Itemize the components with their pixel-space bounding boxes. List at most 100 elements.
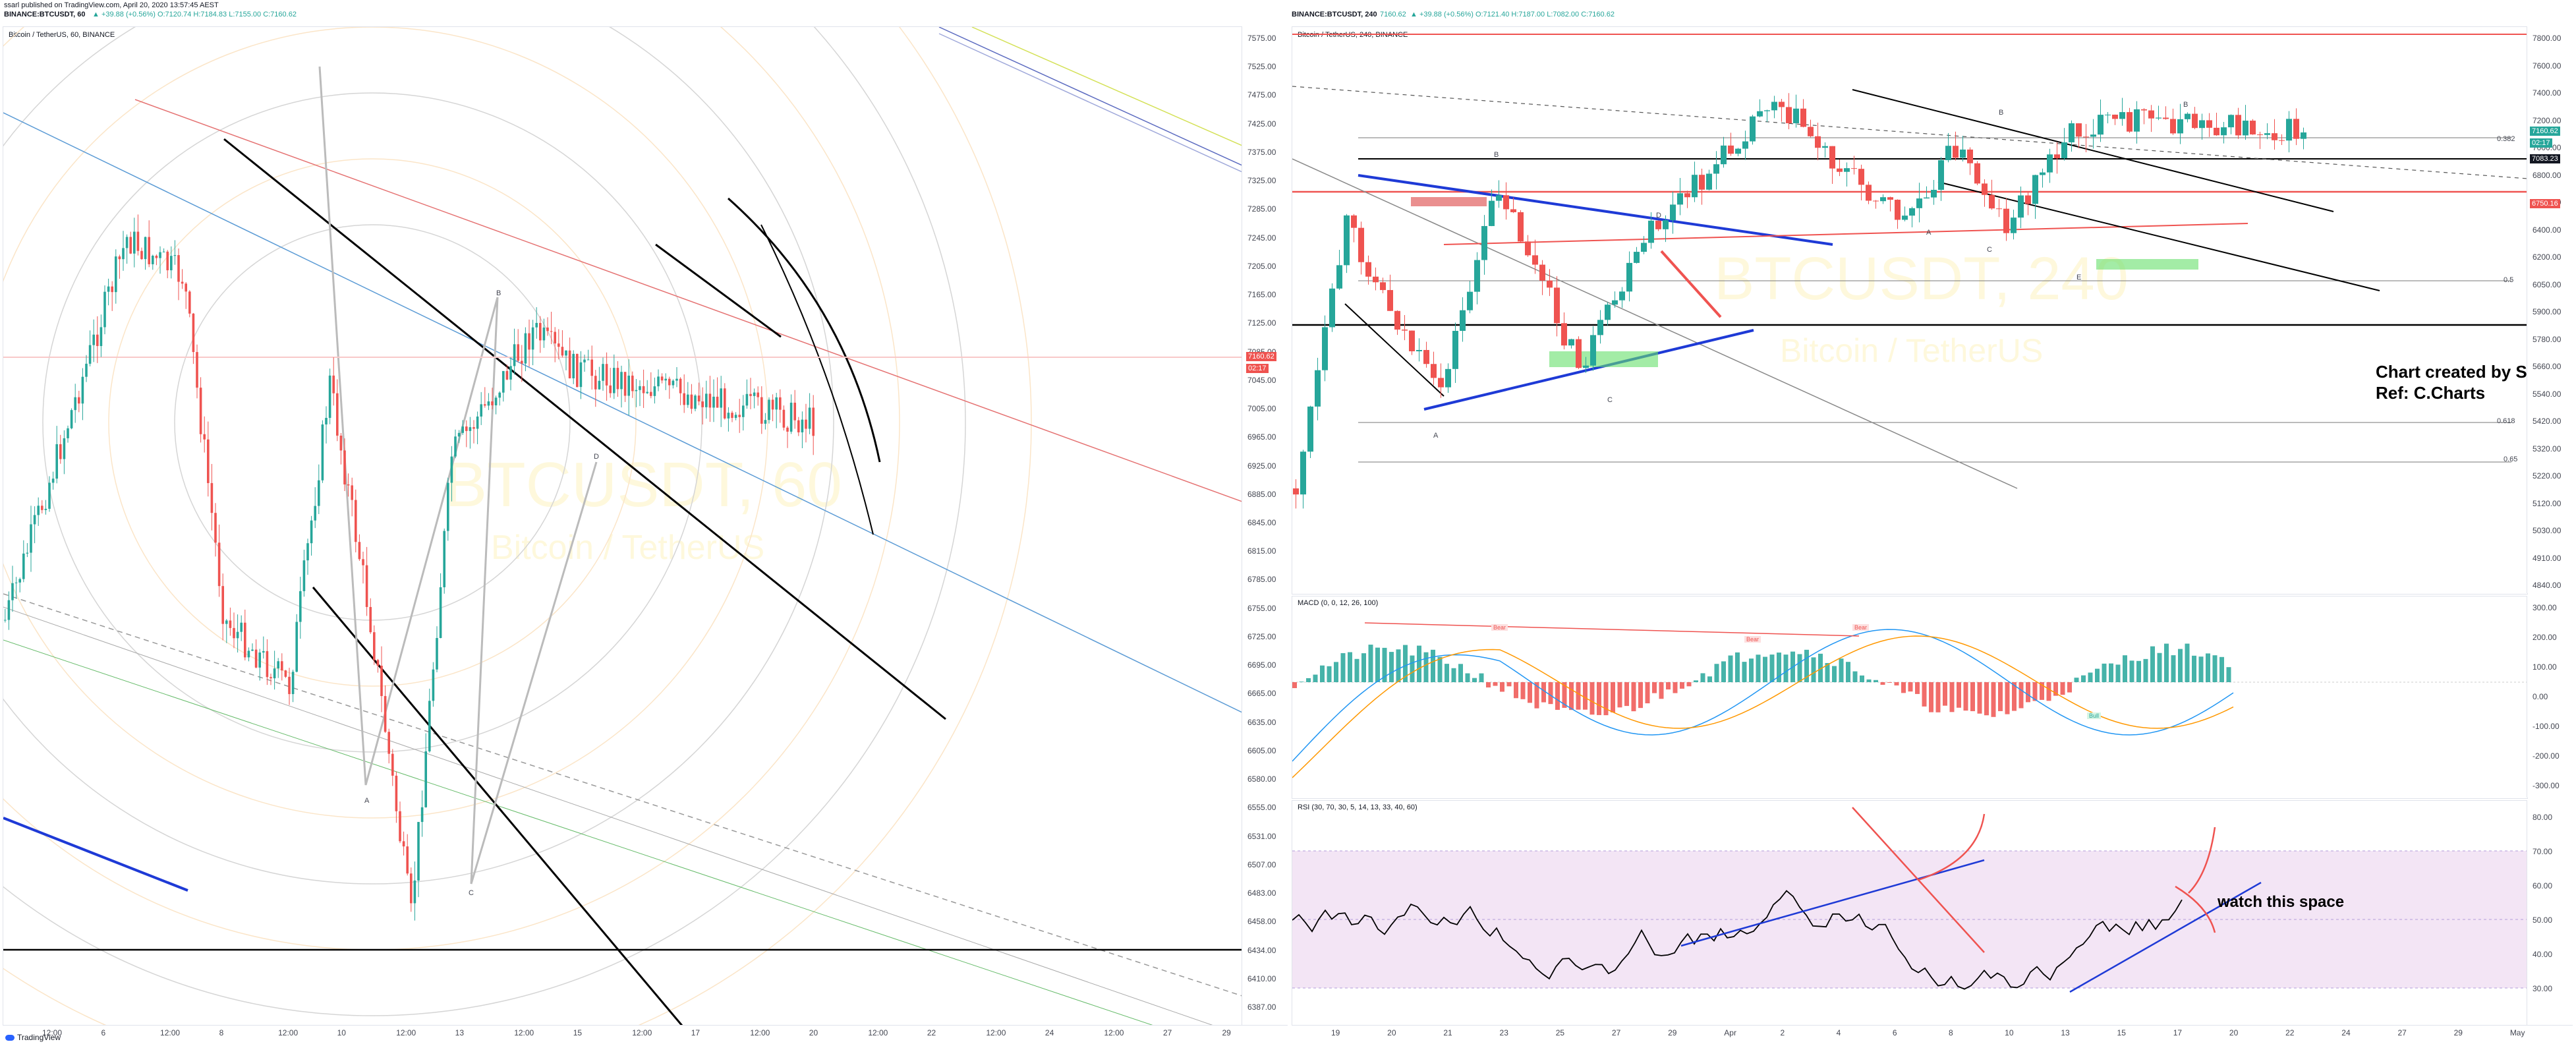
macd-hist [1396,649,1401,682]
right-candle-body [1887,197,1893,200]
macd-hist [2032,682,2038,701]
right-candle-body [1742,141,1748,149]
rsi-pane[interactable]: RSI (30, 70, 30, 5, 14, 13, 33, 40, 60) … [1292,800,2528,1026]
macd-hist [1852,671,1858,682]
time-tick: 15 [573,1028,583,1037]
macd-hist [2198,656,2204,682]
left-candle-body [583,359,586,363]
right-candle-body [1895,200,1901,220]
time-tick: 6 [1892,1028,1897,1037]
left-candle-body [229,620,232,628]
right-candle-body [1960,149,1966,158]
macd-axis[interactable]: 300.00 200.00 100.00 0.00 -100.00 -200.00 -300… [2527,596,2573,798]
macd-title: MACD (0, 0, 12, 26, 100) [1298,599,1379,607]
left-candle-body [270,677,272,679]
left-candle-body [469,427,472,431]
time-tick: 13 [2061,1028,2070,1037]
right-candle-body [2054,154,2060,159]
left-price-axis[interactable]: 7575.00 7525.00 7475.00 7425.00 7375.00 7325.… [1242,26,1288,1025]
right-candle-body [1974,163,1980,184]
macd-hist [1970,682,1975,711]
trend-line-blue [3,112,1242,713]
price-tick: 5780.00 [2533,334,2562,344]
right-candle-body [1329,288,1335,328]
macd-hist [1673,682,1678,693]
price-tick: 6815.00 [1247,546,1276,556]
right-candle-body [1663,220,1669,229]
left-candle-body [742,405,745,417]
left-symbol: BINANCE:BTCUSDT, 60 [4,11,86,18]
left-chart-panel[interactable]: Bitcoin / TetherUS, 60, BINANCE BTCUSDT,… [3,26,1243,1026]
fib-label-05: 0.5 [2504,276,2514,284]
macd-hist [1998,682,2003,711]
left-candle-body [26,552,29,554]
right-candle-body [1931,190,1937,198]
time-tick: 12:00 [160,1028,181,1037]
left-candle-body [314,506,316,521]
price-tick: -200.00 [2533,751,2560,761]
macd-hist [1991,682,1996,717]
right-time-axis[interactable]: 19 20 21 23 25 27 29 Apr 2 4 6 8 10 13 15 17 20 22 24 27 29 M… [1292,1025,2573,1040]
left-candle-body [173,255,177,256]
price-tick: 100.00 [2533,662,2557,672]
macd-hist [1984,682,1989,716]
right-candle-body [1503,195,1509,210]
rsi-trend-2 [2069,881,2262,993]
price-tick: 6458.00 [1247,917,1276,927]
left-time-axis[interactable]: 12:00 6 12:00 8 12:00 10 12:00 13 12:00 15 12:00 17… [3,1025,1288,1040]
price-tick: 80.00 [2533,813,2553,822]
right-candle-body [1858,169,1864,185]
left-candle-body [210,482,214,513]
right-candle-body [1626,262,1632,292]
tradingview-logo[interactable]: TradingView [5,1033,61,1042]
left-candle-body [402,841,405,847]
right-price-axis[interactable]: 7800.00 7600.00 7400.00 7200.00 7000.00 6800.… [2527,26,2573,593]
left-candle-body [502,370,505,393]
macd-pane[interactable]: MACD (0, 0, 12, 26, 100) Bear Bear Bear … [1292,596,2528,799]
trend-line-dashed [3,593,1242,997]
left-candle-body [347,484,350,486]
left-candle-body [343,450,346,484]
left-candle-body [428,701,431,751]
right-candle-body [1967,149,1973,163]
price-tick: 6200.00 [2533,252,2562,262]
macd-hist [1894,682,1899,685]
price-tick: 6725.00 [1247,631,1276,641]
right-level-b-badge: 6750.16 [2530,199,2560,208]
macd-hist [2012,682,2017,711]
macd-hist [2005,682,2010,714]
macd-hist [1576,682,1581,710]
left-candle-body [144,237,147,260]
price-tick: 30.00 [2533,984,2553,993]
right-chart-drawing[interactable] [1292,27,2527,594]
rsi-axis[interactable]: 80.00 70.00 60.00 50.00 40.00 30.00 [2527,800,2573,1025]
macd-hist [1714,664,1719,682]
macd-hist [1957,682,1961,708]
green-zone-1 [1549,351,1658,367]
left-candle-body [199,388,202,434]
price-tick: 70.00 [2533,847,2553,856]
macd-hist [2226,667,2231,682]
right-candle-body [2003,208,2009,233]
left-chart-drawing[interactable] [3,27,1242,1026]
time-tick: 12:00 [986,1028,1006,1037]
macd-bear-tag-3: Bear [1852,624,1870,631]
price-tick: 7375.00 [1247,147,1276,157]
right-candle-body [1307,406,1313,452]
time-tick: 29 [2453,1028,2463,1037]
left-candle-body [587,359,590,361]
time-tick: 27 [1611,1028,1621,1037]
left-candle-body [745,393,749,406]
macd-hist [1445,664,1449,682]
right-candle-body [1402,330,1408,331]
right-chart-panel[interactable]: Bitcoin / TetherUS, 240, BINANCE BTCUSDT… [1292,26,2528,595]
right-candle-body [1953,146,1959,158]
macd-hist [1340,653,1346,682]
left-candle-body [321,424,324,480]
right-candle-body [1837,168,1843,172]
left-candle-body [531,327,534,350]
left-candle-body [701,401,704,407]
macd-hist [1500,682,1504,692]
left-candle-body [789,402,793,432]
fib-label-065: 0.65 [2504,455,2518,463]
